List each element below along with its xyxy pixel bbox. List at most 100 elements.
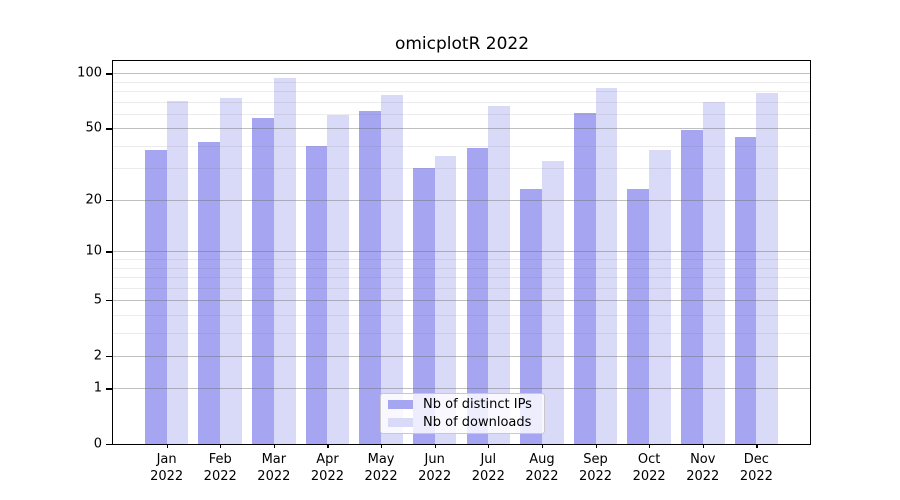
y-tick-label: 10	[85, 243, 102, 259]
y-tick-label: 100	[77, 65, 102, 81]
gridline-minor	[113, 287, 810, 289]
y-tick-mark	[106, 388, 112, 390]
y-tick-mark	[106, 128, 112, 130]
x-tick-year: 2022	[686, 468, 720, 484]
x-tick-year: 2022	[525, 468, 559, 484]
x-tick-month: Feb	[208, 452, 232, 467]
x-tick-mark	[327, 444, 329, 448]
bar-distinct-ips	[144, 149, 167, 444]
plot-area	[112, 60, 811, 445]
x-tick-year: 2022	[310, 468, 344, 484]
y-tick-label: 1	[93, 380, 102, 396]
bar-distinct-ips	[305, 145, 328, 444]
bar-downloads	[488, 106, 511, 444]
bar-distinct-ips	[520, 188, 542, 444]
x-tick-label-mar: Mar 2022	[242, 452, 306, 485]
x-tick-mark	[756, 444, 758, 448]
x-tick-mark	[488, 444, 490, 448]
gridline-minor	[113, 168, 810, 170]
gridline-minor	[113, 145, 810, 147]
bar-downloads	[220, 98, 243, 444]
gridline-minor	[113, 314, 810, 316]
bar-downloads	[702, 101, 725, 444]
gridline-major	[113, 73, 810, 75]
y-tick-label: 50	[85, 120, 102, 136]
x-tick-year: 2022	[739, 468, 773, 484]
x-tick-label-sep: Sep 2022	[564, 452, 628, 485]
gridline-minor	[113, 101, 810, 103]
x-tick-year: 2022	[632, 468, 666, 484]
y-tick-label: 5	[93, 292, 102, 308]
x-tick-month: Jun	[424, 452, 445, 467]
y-tick-label: 2	[93, 348, 102, 364]
y-tick-mark	[106, 199, 112, 201]
bar-distinct-ips	[680, 129, 703, 444]
x-tick-mark	[273, 444, 276, 448]
x-tick-label-dec: Dec 2022	[724, 452, 788, 485]
legend-item-distinct-ips: Nb of distinct IPs	[381, 397, 544, 412]
gridline-major	[113, 300, 810, 302]
legend-swatch-distinct-ips	[388, 400, 413, 410]
x-tick-year: 2022	[150, 468, 184, 484]
x-tick-label-nov: Nov 2022	[671, 452, 735, 485]
x-tick-month: Sep	[583, 452, 608, 467]
x-tick-mark	[434, 444, 436, 448]
x-tick-label-feb: Feb 2022	[188, 452, 252, 485]
gridline-major	[113, 355, 810, 357]
bar-downloads	[166, 100, 189, 444]
legend-label-downloads: Nb of downloads	[423, 414, 532, 430]
gridline-major	[113, 251, 810, 253]
x-tick-label-jul: Jul 2022	[456, 452, 520, 485]
y-tick-mark	[106, 355, 112, 357]
bar-distinct-ips	[734, 136, 757, 444]
gridline-minor	[113, 91, 810, 93]
bar-distinct-ips	[359, 111, 382, 444]
x-tick-month: Jan	[156, 452, 177, 467]
x-tick-mark	[541, 444, 544, 448]
x-tick-month: Dec	[743, 452, 769, 467]
gridline-minor	[113, 267, 810, 269]
x-tick-mark	[702, 444, 704, 448]
bar-distinct-ips	[198, 142, 221, 444]
y-tick-mark	[106, 444, 112, 446]
gridline-minor	[113, 259, 810, 261]
x-tick-mark	[381, 444, 383, 448]
x-tick-year: 2022	[578, 468, 613, 484]
x-tick-label-apr: Apr 2022	[295, 452, 359, 485]
x-tick-year: 2022	[203, 468, 237, 484]
x-tick-month: May	[367, 452, 395, 467]
legend-item-downloads: Nb of downloads	[381, 415, 544, 430]
bar-downloads	[756, 93, 779, 444]
x-tick-month: Nov	[690, 452, 716, 467]
gridline-major	[113, 388, 810, 390]
x-tick-label-aug: Aug 2022	[510, 452, 574, 485]
bar-downloads	[595, 88, 618, 444]
y-tick-mark	[106, 73, 112, 75]
x-tick-month: Mar	[261, 452, 287, 467]
bar-downloads	[273, 78, 296, 444]
gridline-major	[113, 128, 810, 130]
x-tick-month: Jul	[480, 452, 497, 467]
bar-distinct-ips	[412, 168, 435, 444]
y-tick-mark	[106, 300, 112, 302]
gridline-minor	[113, 332, 810, 334]
legend-label-distinct-ips: Nb of distinct IPs	[423, 397, 532, 413]
bar-distinct-ips	[573, 112, 596, 444]
x-tick-mark	[595, 444, 597, 448]
bar-distinct-ips	[627, 188, 650, 444]
x-tick-year: 2022	[471, 468, 505, 484]
gridline-minor	[113, 113, 810, 115]
y-tick-mark	[106, 251, 112, 253]
chart-title: omicplotR 2022	[394, 34, 530, 54]
x-tick-mark	[220, 444, 222, 448]
x-tick-year: 2022	[364, 468, 398, 484]
bar-distinct-ips	[252, 118, 274, 444]
x-tick-label-jan: Jan 2022	[135, 452, 199, 485]
bar-downloads	[434, 156, 457, 444]
x-tick-mark	[166, 444, 168, 448]
gridline-minor	[113, 277, 810, 279]
legend-swatch-downloads	[388, 417, 413, 427]
x-tick-mark	[649, 444, 651, 448]
x-tick-month: Oct	[637, 452, 661, 467]
